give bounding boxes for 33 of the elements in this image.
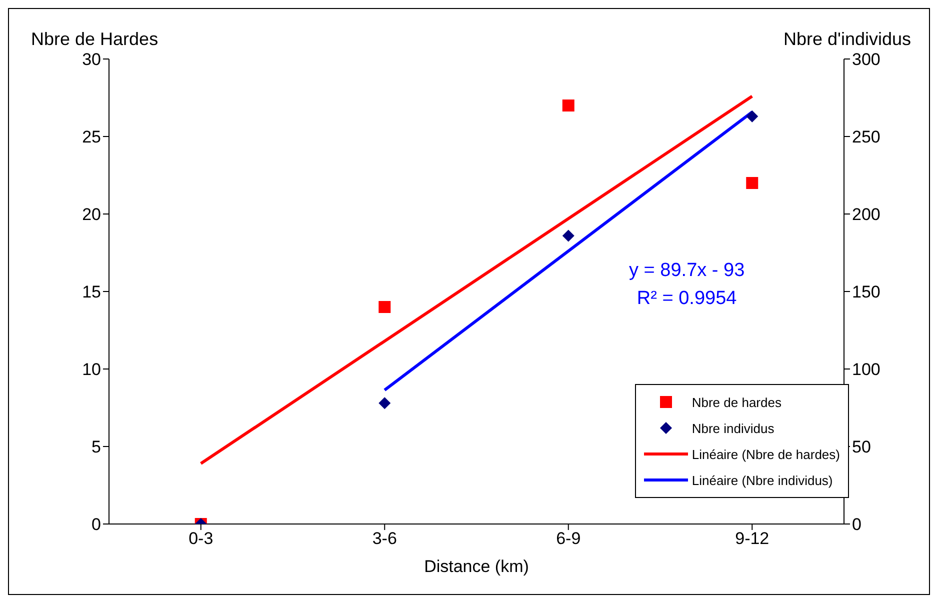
annotation: R² = 0.9954 xyxy=(636,287,738,311)
x-tick-label: 3-6 xyxy=(372,529,397,548)
y-tick-label: 20 xyxy=(82,205,101,224)
legend-label: Nbre de hardes xyxy=(692,394,782,410)
x-tick-label: 9-12 xyxy=(735,529,770,548)
point xyxy=(378,397,391,410)
y-tick-label: 5 xyxy=(92,438,101,457)
point xyxy=(746,177,758,189)
legend-label: Linéaire (Nbre de hardes) xyxy=(692,446,840,462)
y2-tick-label: 250 xyxy=(852,128,880,147)
y2-axis-title: Nbre d'individus xyxy=(783,29,911,50)
legend-label: Linéaire (Nbre individus) xyxy=(692,472,833,488)
y2-tick-label: 50 xyxy=(852,438,871,457)
y-tick-label: 15 xyxy=(82,282,101,302)
y2-tick-label: 150 xyxy=(852,282,880,302)
y-tick-label: 0 xyxy=(92,515,101,534)
x-tick-label: 6-9 xyxy=(556,529,581,548)
y-tick-label: 30 xyxy=(82,50,101,70)
annotation: y = 89.7x - 93 xyxy=(629,259,745,283)
x-tick-label: 0-3 xyxy=(188,529,214,548)
x-axis-title: Distance (km) xyxy=(424,557,529,576)
point xyxy=(562,230,574,242)
y-tick-label: 10 xyxy=(82,360,101,380)
y-tick-label: 25 xyxy=(82,128,101,147)
y-axis-title: Nbre de Hardes xyxy=(31,29,158,50)
point xyxy=(746,110,758,122)
legend-label: Nbre individus xyxy=(692,420,774,436)
y2-tick-label: 200 xyxy=(852,205,880,224)
point xyxy=(378,301,391,313)
y2-tick-label: 0 xyxy=(852,515,862,534)
y2-tick-label: 300 xyxy=(852,50,880,70)
y2-tick-label: 100 xyxy=(852,360,880,380)
point xyxy=(562,100,574,112)
